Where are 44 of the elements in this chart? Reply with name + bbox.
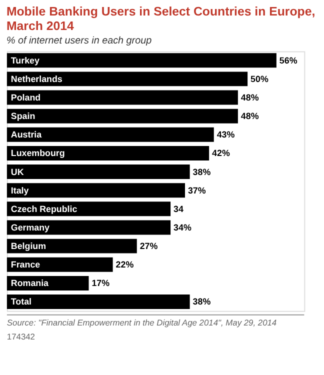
bar xyxy=(6,257,113,272)
data-label: 38% xyxy=(192,166,211,177)
data-label: 48% xyxy=(240,92,259,102)
bar xyxy=(6,164,190,180)
bar xyxy=(6,108,238,124)
y-tick-label: Spain xyxy=(10,111,36,122)
bar xyxy=(6,90,238,105)
y-tick-label: France xyxy=(10,260,40,270)
y-tick-label: UK xyxy=(10,166,24,177)
bar xyxy=(6,146,210,160)
y-tick-label: Luxembourg xyxy=(10,148,65,158)
bar xyxy=(6,183,185,198)
bar xyxy=(6,72,248,86)
chart-title: Mobile Banking Users in Select Countries in Europe, March 2014 xyxy=(6,4,316,33)
y-tick-label: Romania xyxy=(10,278,50,288)
data-label: 27% xyxy=(140,241,158,252)
data-label: 48% xyxy=(240,111,259,122)
y-tick-label: Total xyxy=(10,296,32,307)
y-tick-label: Czech Republic xyxy=(10,204,78,214)
source-note: Source: "Financial Empowerment in the Digital Age 2014", May 29, 2014 xyxy=(6,318,277,328)
y-tick-label: Austria xyxy=(10,130,43,140)
chart-subtitle: % of internet users in each group xyxy=(6,35,152,46)
bar xyxy=(6,238,137,254)
data-label: 42% xyxy=(212,148,230,158)
y-tick-label: Poland xyxy=(10,92,41,102)
y-tick-label: Italy xyxy=(10,185,29,196)
y-tick-label: Turkey xyxy=(10,55,40,66)
data-label: 50% xyxy=(250,74,268,84)
y-tick-label: Belgium xyxy=(10,241,46,252)
data-label: 34% xyxy=(174,222,192,232)
data-label: 17% xyxy=(92,278,110,288)
y-tick-label: Germany xyxy=(10,222,50,232)
data-label: 38% xyxy=(192,296,211,307)
data-label: 56% xyxy=(279,55,298,66)
text: 174342 xyxy=(6,332,36,342)
bar xyxy=(6,127,214,142)
bar xyxy=(6,294,190,310)
data-label: 22% xyxy=(116,260,134,270)
data-label: 34 xyxy=(174,204,184,214)
bar xyxy=(6,220,171,235)
y-tick-label: Netherlands xyxy=(10,74,62,84)
data-label: 43% xyxy=(216,130,235,140)
data-label: 37% xyxy=(188,185,206,196)
bar xyxy=(6,53,276,68)
